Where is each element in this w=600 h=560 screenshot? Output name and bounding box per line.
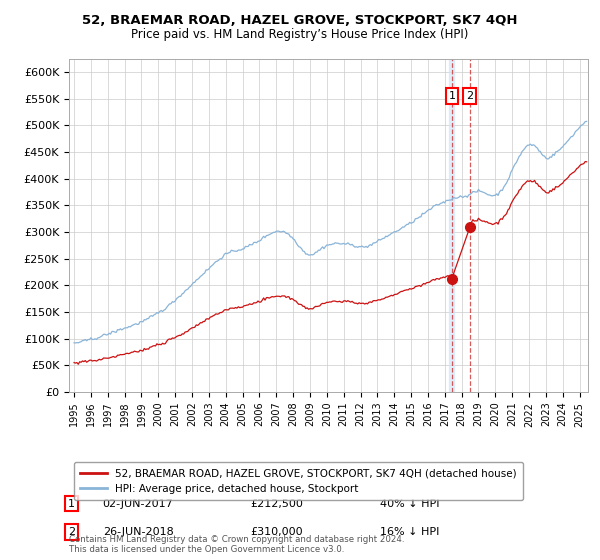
Text: 1: 1 bbox=[68, 498, 75, 508]
Text: Contains HM Land Registry data © Crown copyright and database right 2024.
This d: Contains HM Land Registry data © Crown c… bbox=[69, 535, 404, 554]
Legend: 52, BRAEMAR ROAD, HAZEL GROVE, STOCKPORT, SK7 4QH (detached house), HPI: Average: 52, BRAEMAR ROAD, HAZEL GROVE, STOCKPORT… bbox=[74, 462, 523, 500]
Text: 40% ↓ HPI: 40% ↓ HPI bbox=[380, 498, 440, 508]
Text: 2: 2 bbox=[68, 527, 75, 537]
Text: 26-JUN-2018: 26-JUN-2018 bbox=[103, 527, 173, 537]
Text: 1: 1 bbox=[448, 91, 455, 101]
Text: 2: 2 bbox=[466, 91, 473, 101]
Text: £212,500: £212,500 bbox=[251, 498, 304, 508]
Text: 02-JUN-2017: 02-JUN-2017 bbox=[103, 498, 173, 508]
Text: 16% ↓ HPI: 16% ↓ HPI bbox=[380, 527, 440, 537]
Bar bbox=[449, 59, 454, 392]
Text: Price paid vs. HM Land Registry’s House Price Index (HPI): Price paid vs. HM Land Registry’s House … bbox=[131, 28, 469, 41]
Text: 52, BRAEMAR ROAD, HAZEL GROVE, STOCKPORT, SK7 4QH: 52, BRAEMAR ROAD, HAZEL GROVE, STOCKPORT… bbox=[82, 14, 518, 27]
Text: £310,000: £310,000 bbox=[251, 527, 303, 537]
